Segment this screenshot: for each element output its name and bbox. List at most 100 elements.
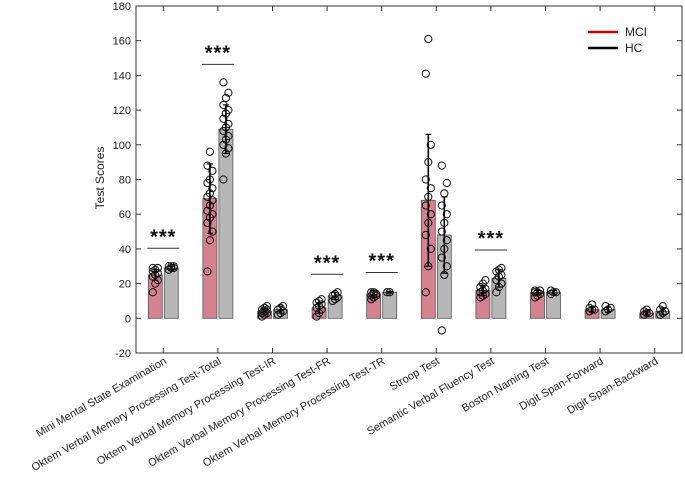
bar-mci [147, 274, 163, 319]
data-point [262, 302, 272, 311]
data-point [315, 296, 324, 306]
data-point [421, 230, 430, 240]
significance-markers: *** *** *** *** *** [147, 42, 507, 275]
data-point [148, 263, 157, 273]
data-point [317, 295, 326, 304]
data-point [546, 286, 556, 295]
data-point [331, 289, 340, 299]
data-point [369, 288, 378, 297]
data-point [601, 302, 610, 311]
data-point [167, 262, 176, 271]
data-point [440, 189, 449, 198]
data-point [585, 307, 594, 316]
legend-label-mci: MCI [625, 25, 647, 39]
data-point [164, 262, 173, 271]
data-point [421, 288, 430, 297]
significance-label: *** [478, 228, 504, 250]
data-point [203, 206, 212, 215]
data-point [205, 175, 214, 184]
y-tick-label: 80 [119, 175, 131, 187]
y-tick-label: 0 [125, 313, 131, 325]
data-point [494, 265, 503, 274]
data-point [224, 119, 233, 129]
data-point [421, 175, 430, 184]
data-point [424, 218, 433, 227]
data-point [426, 184, 435, 193]
bar-hc [163, 267, 179, 319]
data-points [148, 34, 670, 335]
y-tick-label: 180 [113, 1, 131, 13]
y-tick-label: -20 [115, 348, 131, 360]
data-point [437, 326, 446, 335]
data-point [497, 263, 506, 273]
data-point [221, 149, 230, 158]
data-point [221, 93, 230, 103]
data-point [205, 147, 214, 156]
data-point [383, 288, 392, 297]
data-point [437, 253, 446, 262]
data-point [219, 114, 228, 123]
data-point [658, 302, 667, 311]
significance-label: *** [150, 226, 176, 248]
data-point [437, 161, 446, 170]
data-point [437, 227, 446, 236]
data-point [492, 288, 501, 297]
data-point [442, 262, 451, 271]
y-tick-label: 160 [113, 36, 131, 48]
data-point [590, 305, 599, 314]
data-point [260, 303, 269, 312]
data-point [546, 289, 556, 299]
data-point [205, 236, 214, 245]
bars [147, 128, 671, 319]
data-point [588, 305, 597, 314]
data-point [530, 286, 540, 295]
data-point [208, 184, 217, 193]
data-point [481, 284, 490, 293]
data-point [442, 178, 451, 188]
data-point [219, 140, 228, 149]
y-tick-label: 20 [119, 279, 131, 291]
data-point [551, 288, 561, 297]
data-point [260, 307, 269, 316]
data-point [219, 175, 228, 184]
data-point [203, 161, 212, 170]
data-point [205, 189, 214, 198]
data-point [481, 276, 490, 285]
data-point [208, 166, 217, 175]
x-tick-label: Digit Span-Backward [565, 355, 660, 417]
data-point [437, 201, 446, 210]
data-point [533, 288, 542, 297]
y-tick-label: 40 [119, 244, 131, 256]
data-point [278, 302, 288, 311]
data-point [642, 308, 651, 318]
data-point [424, 34, 433, 44]
data-point [640, 310, 649, 319]
legend: MCI HC [588, 25, 647, 55]
data-point [426, 210, 435, 219]
data-point [224, 88, 233, 97]
data-point [276, 303, 285, 312]
data-point [148, 288, 157, 297]
significance-label: *** [314, 252, 340, 274]
data-point [442, 210, 451, 219]
data-point [169, 262, 178, 271]
data-point [203, 218, 212, 227]
data-point [642, 305, 651, 314]
data-point [440, 244, 449, 253]
data-point [151, 265, 160, 274]
data-point [372, 289, 381, 299]
data-point [440, 270, 449, 280]
data-point [424, 192, 433, 201]
data-point [640, 307, 649, 316]
data-point [262, 305, 272, 314]
data-point [385, 288, 394, 297]
data-point [426, 244, 435, 253]
data-point [549, 288, 558, 297]
data-point [424, 262, 433, 271]
data-point [208, 227, 217, 236]
data-point [367, 288, 376, 297]
significance-label: *** [205, 42, 231, 64]
data-point [219, 100, 228, 109]
